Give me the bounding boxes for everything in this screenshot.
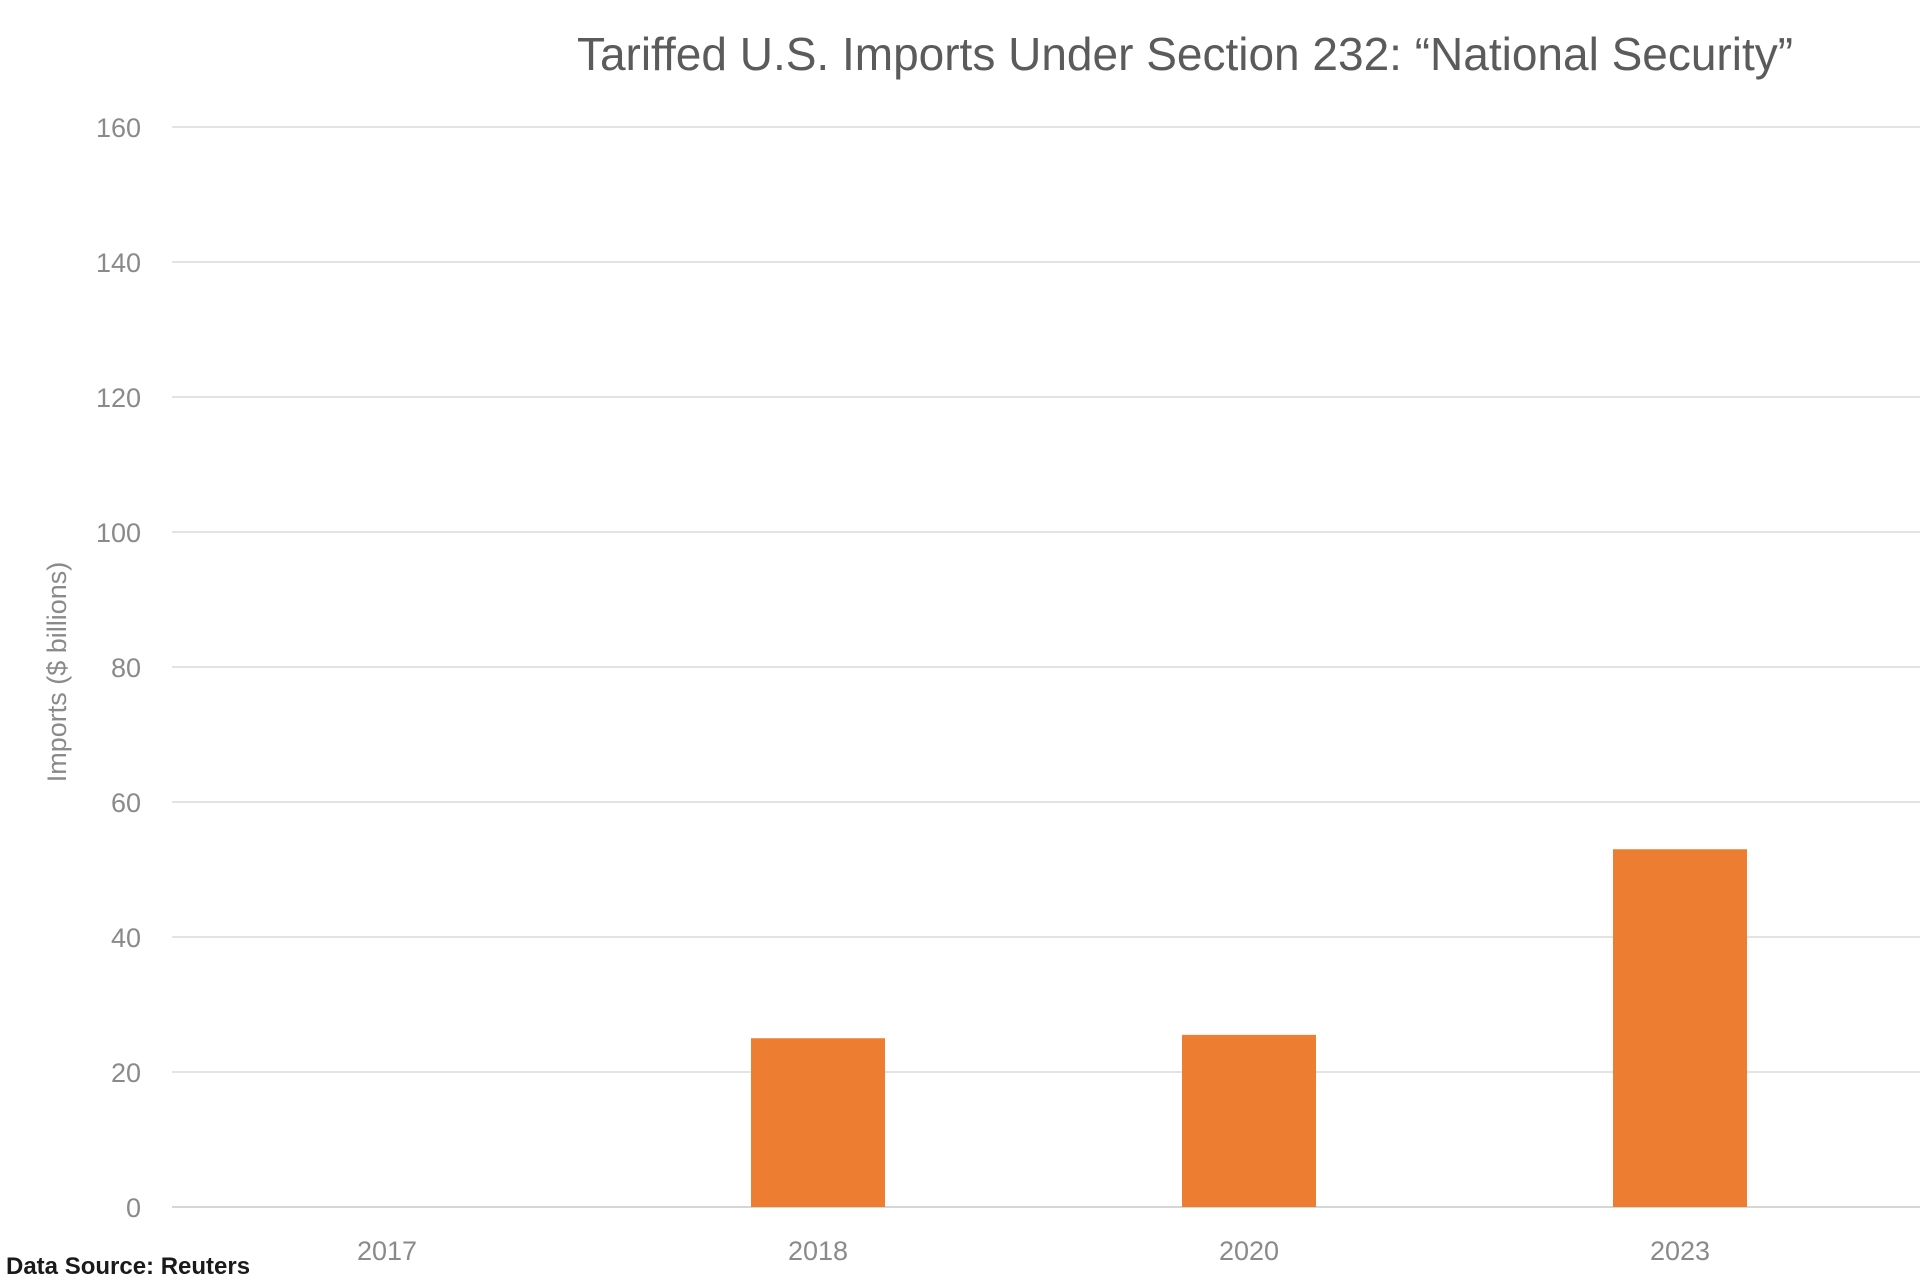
bar-2018: [751, 1038, 885, 1207]
x-tick-label: 2023: [1650, 1236, 1710, 1266]
y-tick-label: 160: [96, 113, 141, 143]
y-tick-label: 100: [96, 518, 141, 548]
y-axis-label: Imports ($ billions): [42, 562, 72, 783]
chart-title: Tariffed U.S. Imports Under Section 232:…: [577, 28, 1793, 80]
y-tick-label: 0: [126, 1193, 141, 1223]
x-axis-ticks: 2017 2018 2020 2023: [357, 1236, 1710, 1266]
source-note: Data Source: Reuters: [6, 1253, 250, 1280]
y-tick-label: 80: [111, 653, 141, 683]
y-tick-label: 40: [111, 923, 141, 953]
gridlines: [172, 126, 1920, 1208]
x-tick-label: 2018: [788, 1236, 848, 1266]
y-tick-label: 60: [111, 788, 141, 818]
y-tick-label: 120: [96, 383, 141, 413]
bar-2020: [1182, 1034, 1316, 1207]
y-tick-label: 140: [96, 248, 141, 278]
bar-2023: [1613, 849, 1747, 1207]
x-tick-label: 2017: [357, 1236, 417, 1266]
bars: [751, 849, 1747, 1207]
y-axis-ticks: 0 20 40 60 80 100 120 140 160: [96, 113, 141, 1223]
x-tick-label: 2020: [1219, 1236, 1279, 1266]
y-tick-label: 20: [111, 1058, 141, 1088]
